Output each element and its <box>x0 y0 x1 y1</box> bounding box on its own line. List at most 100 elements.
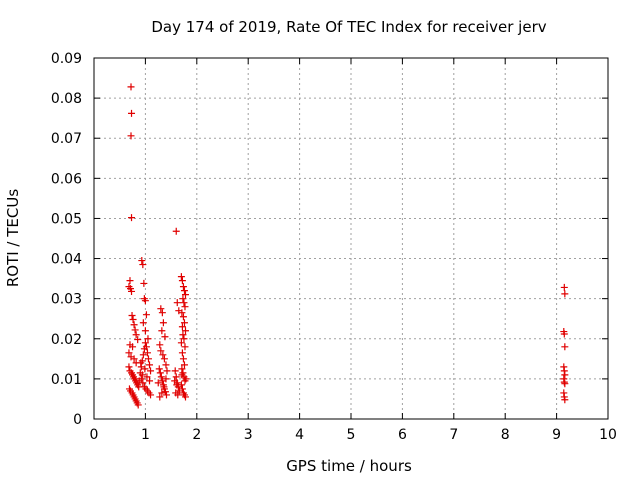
data-point <box>561 343 569 351</box>
data-point <box>142 311 150 319</box>
data-point <box>130 355 138 363</box>
x-tick-label: 3 <box>244 427 253 443</box>
x-tick-label: 5 <box>347 427 356 443</box>
data-point <box>141 297 149 305</box>
data-point <box>143 373 151 381</box>
data-point <box>137 375 145 383</box>
data-point <box>141 365 149 373</box>
data-point <box>179 313 187 321</box>
data-point <box>129 316 137 324</box>
x-tick-label: 4 <box>295 427 304 443</box>
y-axis-title: ROTI / TECUs <box>4 189 22 287</box>
x-axis-title: GPS time / hours <box>286 457 412 475</box>
data-point <box>158 377 166 385</box>
data-point <box>126 277 134 285</box>
data-point <box>156 393 164 401</box>
data-point <box>160 355 168 363</box>
data-point <box>146 361 154 369</box>
data-point <box>179 295 187 303</box>
x-tick-label: 8 <box>501 427 510 443</box>
data-point <box>561 371 569 379</box>
x-tick-label: 0 <box>90 427 99 443</box>
data-point <box>560 330 568 338</box>
data-point <box>128 312 136 320</box>
data-point <box>140 279 148 287</box>
data-point <box>178 323 186 331</box>
data-point <box>561 396 569 404</box>
data-point <box>138 257 146 265</box>
data-point <box>178 385 186 393</box>
data-point <box>177 273 185 281</box>
data-point <box>146 377 154 385</box>
data-point <box>178 371 186 379</box>
data-point <box>181 393 189 401</box>
x-tick-label: 1 <box>141 427 150 443</box>
data-point <box>162 375 170 383</box>
data-point <box>139 319 147 327</box>
y-tick-label: 0.07 <box>51 131 82 147</box>
data-point <box>143 349 151 357</box>
data-point <box>125 363 133 371</box>
data-point <box>134 401 142 409</box>
data-point <box>178 309 186 317</box>
data-point <box>182 375 190 383</box>
data-point <box>181 327 189 335</box>
data-point <box>161 333 169 341</box>
x-tick-label: 2 <box>192 427 201 443</box>
x-tick-label: 9 <box>552 427 561 443</box>
data-point <box>163 367 171 375</box>
data-point <box>180 335 188 343</box>
data-point <box>156 369 164 377</box>
data-point <box>178 365 186 373</box>
data-point <box>142 343 150 351</box>
data-point <box>125 349 133 357</box>
data-point <box>174 391 182 399</box>
data-point <box>132 331 140 339</box>
data-point <box>179 331 187 339</box>
data-point <box>561 380 569 388</box>
data-point <box>128 109 136 117</box>
y-tick-label: 0.08 <box>51 91 82 107</box>
data-point <box>172 373 180 381</box>
data-point <box>139 379 147 387</box>
data-point <box>157 373 165 381</box>
data-point <box>128 287 136 295</box>
data-point <box>147 391 155 399</box>
data-point <box>159 319 167 327</box>
y-tick-label: 0 <box>73 412 82 428</box>
data-point <box>156 341 164 349</box>
data-point <box>160 383 168 391</box>
data-point <box>180 319 188 327</box>
data-point <box>157 347 165 355</box>
y-tick-label: 0.09 <box>51 51 82 67</box>
data-point <box>155 365 163 373</box>
data-point <box>181 303 189 311</box>
data-point <box>180 287 188 295</box>
data-point <box>127 132 135 140</box>
data-point <box>139 351 147 359</box>
data-point <box>158 327 166 335</box>
x-tick-label: 10 <box>599 427 617 443</box>
data-point <box>180 299 188 307</box>
y-tick-label: 0.01 <box>51 372 82 388</box>
data-point <box>162 391 170 399</box>
axis-ticks: 0 1 2 3 4 5 6 7 8 9 10 0 0.01 0.02 0.03 0.04 0.05 0.06 0.0… <box>51 51 617 443</box>
data-points <box>125 83 569 409</box>
data-point <box>561 290 569 298</box>
data-point <box>179 355 187 363</box>
data-point <box>172 227 180 235</box>
y-tick-label: 0.04 <box>51 252 82 268</box>
data-point <box>131 326 139 334</box>
data-point <box>179 283 187 291</box>
data-point <box>139 261 147 269</box>
data-point <box>137 359 145 367</box>
data-point <box>128 214 136 222</box>
data-point <box>138 371 146 379</box>
data-point <box>173 299 181 307</box>
data-point <box>181 291 189 299</box>
data-point <box>177 381 185 389</box>
y-tick-label: 0.05 <box>51 211 82 227</box>
data-point <box>141 339 149 347</box>
data-point <box>178 277 186 285</box>
